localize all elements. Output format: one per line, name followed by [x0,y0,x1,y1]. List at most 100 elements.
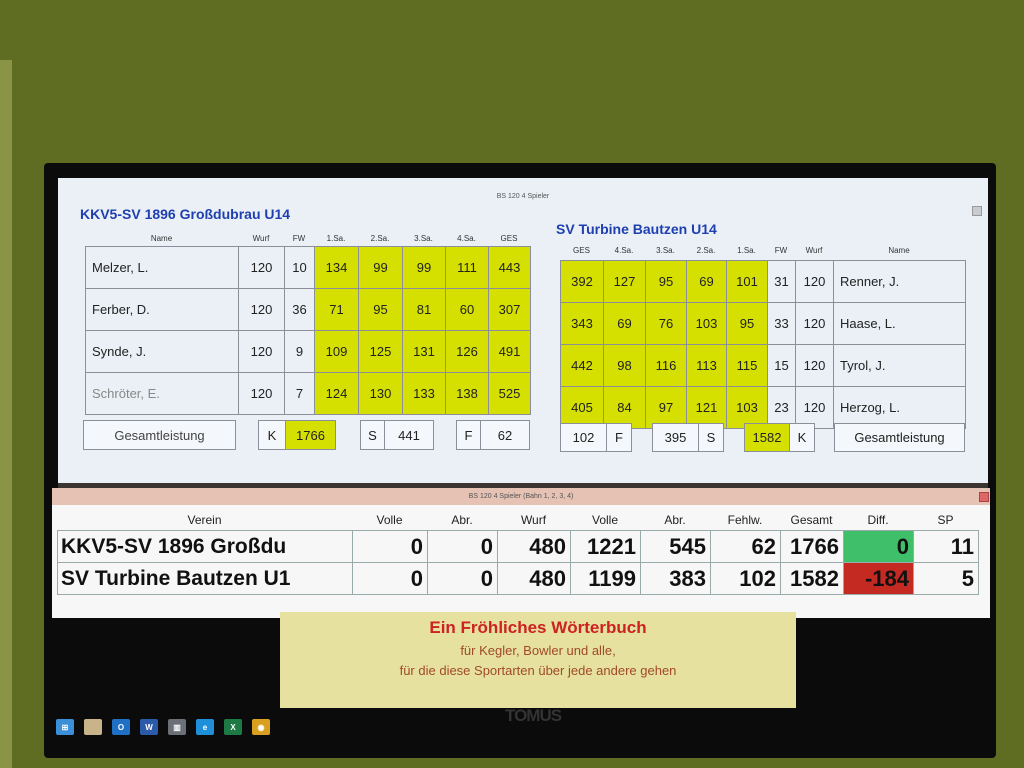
close-icon[interactable] [979,492,989,502]
value-cell: 480 [497,562,571,595]
word-icon[interactable]: W [140,719,158,735]
home-team-title: KKV5-SV 1896 Großdubrau U14 [80,206,291,222]
diff-cell: 0 [843,530,914,563]
column-header: Wurf [252,234,270,243]
score-cell: 7 [284,372,315,415]
summary-table: KKV5-SV 1896 Großdu 0 0 480 1221 545 62 1766 0 11… [57,530,979,595]
score-cell: 491 [488,330,531,373]
home-gesamtleistung-button[interactable]: Gesamtleistung [83,420,236,450]
score-cell: 95 [726,302,768,345]
player-row: Melzer, L. 120 10 134 99 99 111 443 [85,246,531,289]
column-header: Fehlw. [727,513,763,527]
score-cell: 124 [314,372,359,415]
column-header: Gesamt [790,513,833,527]
column-header: FW [774,246,788,255]
score-cell: 392 [560,260,604,303]
app-icon[interactable]: ▥ [168,719,186,735]
away-gesamtleistung-button[interactable]: Gesamtleistung [834,423,965,452]
value-cell: 0 [352,562,428,595]
outlook-icon[interactable]: O [112,719,130,735]
score-cell: 109 [314,330,359,373]
column-header: SP [937,513,954,527]
score-cell: 36 [284,288,315,331]
score-cell: 113 [686,344,727,387]
player-name: Tyrol, J. [833,344,966,387]
column-header: 2.Sa. [696,246,716,255]
chrome-icon[interactable]: ◉ [252,719,270,735]
score-cell: 71 [314,288,359,331]
wall [0,60,12,768]
player-row: Schröter, E. 120 7 124 130 133 138 525 [85,372,531,415]
score-cell: 15 [767,344,796,387]
value-cell: 1221 [570,530,641,563]
value-cell: 1199 [570,562,641,595]
background-strip [58,483,988,489]
score-cell: 120 [238,288,285,331]
away-f-box: 102 F [560,423,632,452]
score-cell: 116 [645,344,687,387]
value-cell: 11 [913,530,979,563]
team-scores-window: BS 120 4 Spieler KKV5-SV 1896 Großdubrau… [58,178,988,483]
value-cell: 62 [710,530,781,563]
score-cell: 134 [314,246,359,289]
column-header: Name [150,234,173,243]
home-k-value: 1766 [286,421,335,449]
home-k-box: K 1766 [258,420,336,450]
score-cell: 69 [686,260,727,303]
title-bar [52,488,990,505]
banner-line2: für die diese Sportarten über jede ander… [399,663,677,678]
score-cell: 69 [603,302,646,345]
score-cell: 125 [358,330,403,373]
score-cell: 525 [488,372,531,415]
excel-icon[interactable]: X [224,719,242,735]
column-header: Abr. [451,513,473,527]
value-cell: 5 [913,562,979,595]
column-header: 2.Sa. [370,234,390,243]
file-explorer-icon[interactable] [84,719,102,735]
player-row: 392 127 95 69 101 31 120 Renner, J. [560,260,966,303]
score-cell: 131 [402,330,446,373]
value-cell: 0 [352,530,428,563]
player-name: Schröter, E. [85,372,239,415]
tomus-logo: TOMUS [505,706,562,725]
player-row: Ferber, D. 120 36 71 95 81 60 307 [85,288,531,331]
value-cell: 102 [710,562,781,595]
team-name: KKV5-SV 1896 Großdu [57,530,353,563]
column-header: 4.Sa. [614,246,634,255]
edge-icon[interactable]: e [196,719,214,735]
score-cell: 133 [402,372,446,415]
windows-start-icon[interactable]: ⊞ [56,719,74,735]
banner-line1: für Kegler, Bowler und alle, [460,643,616,658]
home-s-value: 441 [398,427,420,443]
score-cell: 101 [726,260,768,303]
player-row: Synde, J. 120 9 109 125 131 126 491 [85,330,531,373]
score-cell: 115 [726,344,768,387]
score-cell: 120 [238,372,285,415]
score-cell: 127 [603,260,646,303]
score-cell: 307 [488,288,531,331]
away-score-table: 392 127 95 69 101 31 120 Renner, J. 343 69 76 103 95… [560,260,966,429]
match-summary-window: BS 120 4 Spieler (Bahn 1, 2, 3, 4) Verei… [52,488,990,618]
player-row: 405 84 97 121 103 23 120 Herzog, L. [560,386,966,429]
score-cell: 111 [445,246,489,289]
player-name: Melzer, L. [85,246,239,289]
score-cell: 126 [445,330,489,373]
team-name: SV Turbine Bautzen U1 [57,562,353,595]
column-header: 4.Sa. [457,234,476,243]
close-icon[interactable] [972,206,982,216]
player-name: Synde, J. [85,330,239,373]
column-header: 3.Sa. [414,234,433,243]
player-row: 343 69 76 103 95 33 120 Haase, L. [560,302,966,345]
score-cell: 120 [238,330,285,373]
player-row: 442 98 116 113 115 15 120 Tyrol, J. [560,344,966,387]
away-team-title: SV Turbine Bautzen U14 [556,221,717,237]
score-cell: 98 [603,344,646,387]
value-cell: 0 [427,530,498,563]
away-f-value: 102 [561,424,607,451]
column-header: Name [888,246,910,255]
diff-cell: -184 [843,562,914,595]
score-cell: 31 [767,260,796,303]
score-cell: 95 [645,260,687,303]
home-f-box: F 62 [456,420,530,450]
column-header: 3.Sa. [656,246,675,255]
